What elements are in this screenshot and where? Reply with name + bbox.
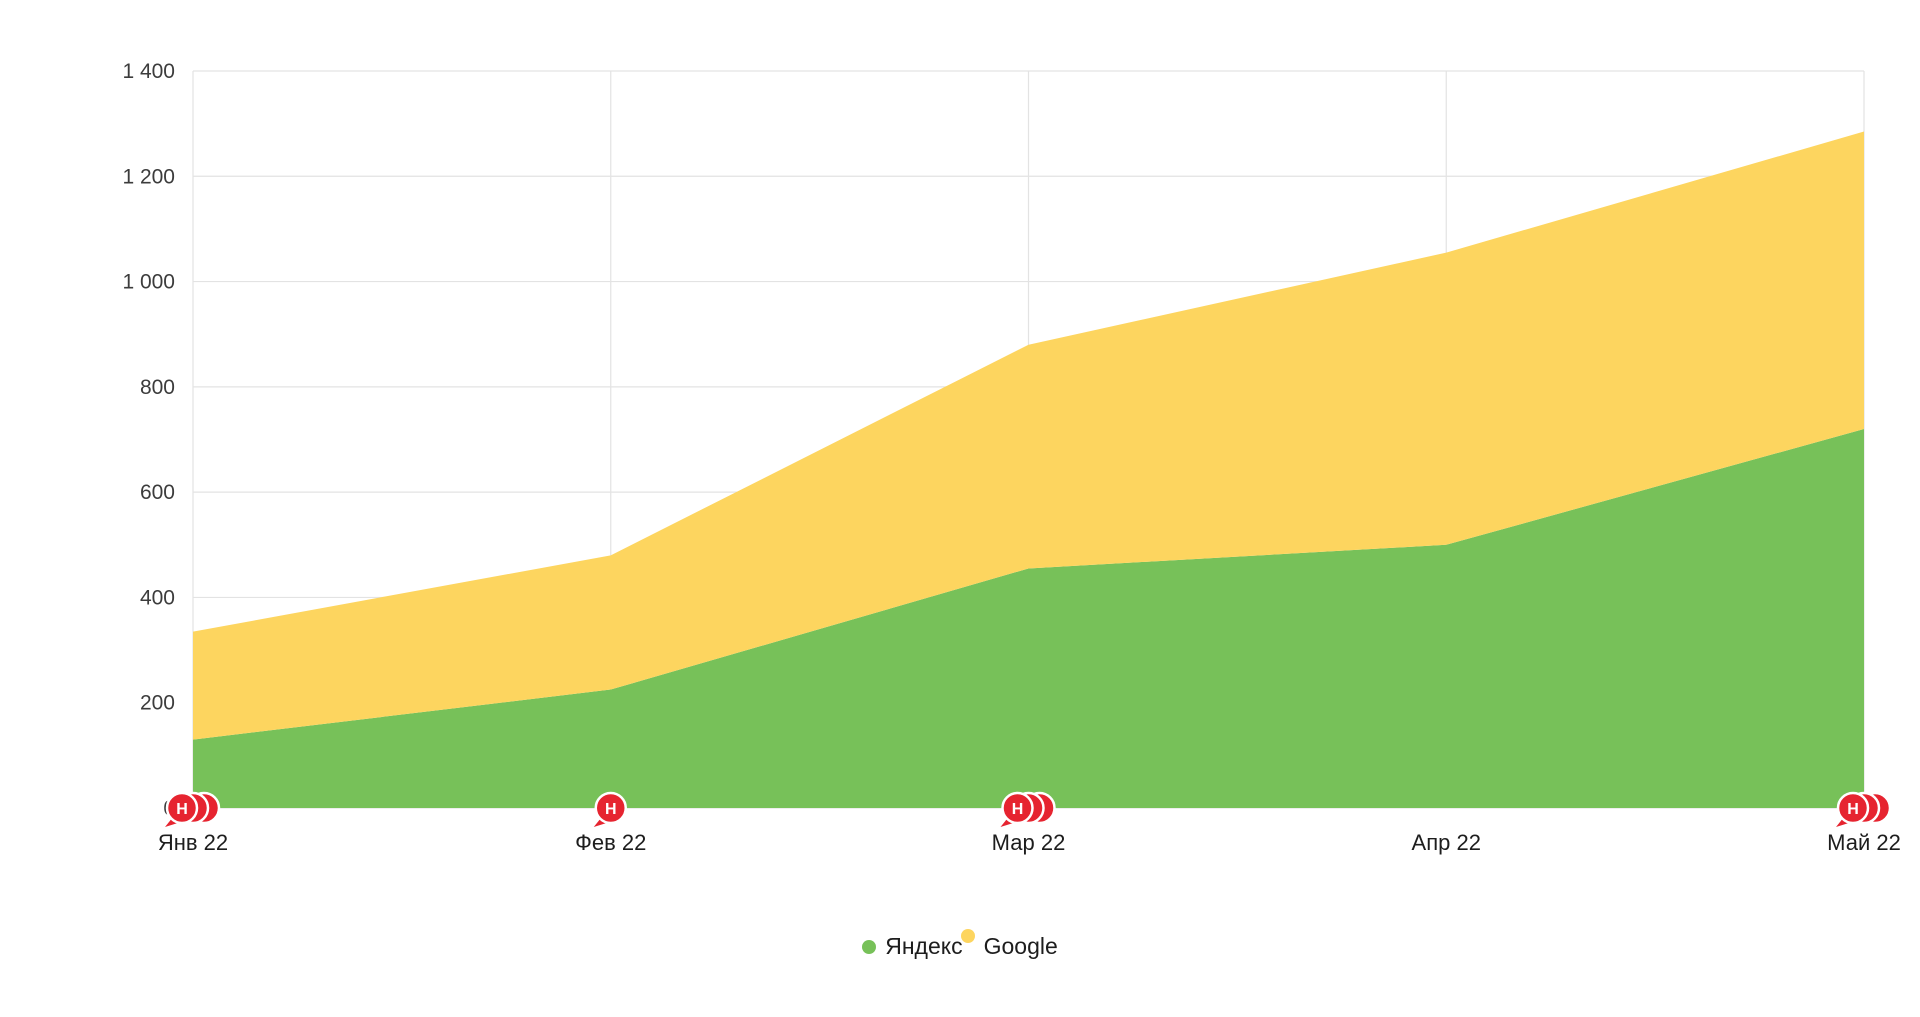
x-axis-tick-label: Янв 22 <box>158 830 228 855</box>
event-marker-badge[interactable] <box>1001 791 1034 825</box>
x-axis-tick-label: Апр 22 <box>1412 830 1481 855</box>
event-marker-group[interactable]: Н <box>1000 791 1056 827</box>
x-axis-tick-label: Май 22 <box>1827 830 1901 855</box>
legend-dot-Google <box>960 928 975 943</box>
y-axis-tick-label: 400 <box>140 586 175 609</box>
area-series-Google <box>193 131 1864 740</box>
y-axis-tick-label: 1 000 <box>122 271 175 294</box>
legend-item-Google[interactable]: Google <box>960 928 1058 960</box>
legend-label: Яндекс <box>885 933 963 959</box>
y-axis-tick-label: 800 <box>140 376 175 399</box>
x-axis-tick-label: Фев 22 <box>575 830 646 855</box>
event-marker-group[interactable]: Н <box>1836 791 1892 827</box>
chart-legend: Яндекс Google <box>0 928 1920 960</box>
event-marker-group[interactable]: Н <box>165 791 221 827</box>
event-marker-badge[interactable] <box>1836 791 1870 825</box>
event-marker-label: Н <box>1012 801 1024 818</box>
y-axis-tick-label: 1 200 <box>122 165 175 188</box>
x-axis-tick-label: Мар 22 <box>992 830 1066 855</box>
legend-label: Google <box>983 933 1058 959</box>
legend-item-Яндекс[interactable]: Яндекс <box>862 933 963 960</box>
y-axis-tick-label: 200 <box>140 692 175 715</box>
legend-dot-Яндекс <box>862 939 877 954</box>
y-axis-tick-label: 600 <box>140 481 175 504</box>
event-marker-badge[interactable] <box>594 791 627 825</box>
event-marker-badge[interactable] <box>165 791 199 825</box>
event-marker-label: Н <box>605 801 617 818</box>
y-axis-tick-label: 1 400 <box>122 60 175 83</box>
event-marker-label: Н <box>1847 801 1859 818</box>
event-marker-group[interactable]: Н <box>593 791 627 827</box>
event-marker-label: Н <box>176 801 188 818</box>
area-series-Яндекс <box>193 428 1864 808</box>
